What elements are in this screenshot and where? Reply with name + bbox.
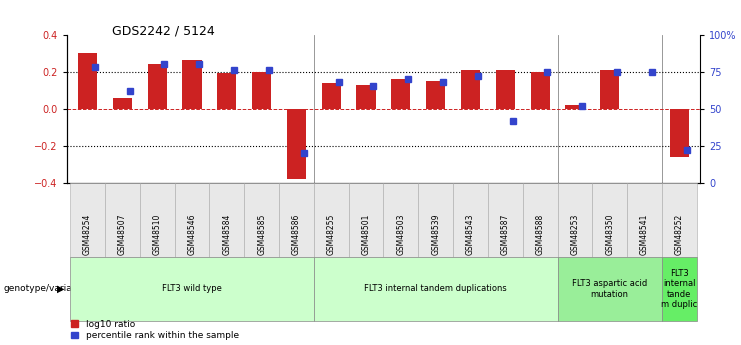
Text: GSM48539: GSM48539 [431, 214, 440, 255]
Bar [78, 53, 97, 109]
Text: GSM48546: GSM48546 [187, 214, 196, 255]
Text: GSM48584: GSM48584 [222, 214, 231, 255]
Text: GSM48254: GSM48254 [83, 214, 92, 255]
Bar [461, 70, 480, 109]
Text: GSM48252: GSM48252 [675, 214, 684, 255]
Text: GSM48253: GSM48253 [571, 214, 579, 255]
Bar [322, 83, 341, 109]
Text: GSM48543: GSM48543 [466, 214, 475, 255]
Bar [565, 105, 585, 109]
Bar [391, 79, 411, 109]
Text: GSM48350: GSM48350 [605, 214, 614, 255]
Text: genotype/variation: genotype/variation [4, 284, 90, 294]
Bar [531, 72, 550, 109]
Text: GSM48585: GSM48585 [257, 214, 266, 255]
Text: ▶: ▶ [57, 284, 64, 294]
Text: GSM48588: GSM48588 [536, 214, 545, 255]
Text: FLT3 internal tandem duplications: FLT3 internal tandem duplications [365, 284, 507, 294]
Text: GSM48501: GSM48501 [362, 214, 370, 255]
Text: GDS2242 / 5124: GDS2242 / 5124 [112, 24, 214, 37]
Bar [287, 109, 306, 179]
Text: GSM48503: GSM48503 [396, 214, 405, 255]
Text: GSM48507: GSM48507 [118, 214, 127, 255]
Text: GSM48587: GSM48587 [501, 214, 510, 255]
Bar [356, 85, 376, 109]
Text: FLT3
internal
tande
m duplic: FLT3 internal tande m duplic [661, 269, 697, 309]
Bar [217, 73, 236, 109]
Bar [426, 81, 445, 109]
Bar [147, 64, 167, 109]
Bar [182, 60, 202, 109]
Text: GSM48510: GSM48510 [153, 214, 162, 255]
Text: GSM48255: GSM48255 [327, 214, 336, 255]
Bar [252, 72, 271, 109]
Bar [670, 109, 689, 157]
Legend: log10 ratio, percentile rank within the sample: log10 ratio, percentile rank within the … [71, 320, 239, 341]
Text: FLT3 wild type: FLT3 wild type [162, 284, 222, 294]
Bar [600, 70, 619, 109]
Bar [113, 98, 132, 109]
Text: GSM48541: GSM48541 [640, 214, 649, 255]
Text: GSM48586: GSM48586 [292, 214, 301, 255]
Bar [496, 70, 515, 109]
Text: FLT3 aspartic acid
mutation: FLT3 aspartic acid mutation [572, 279, 648, 299]
